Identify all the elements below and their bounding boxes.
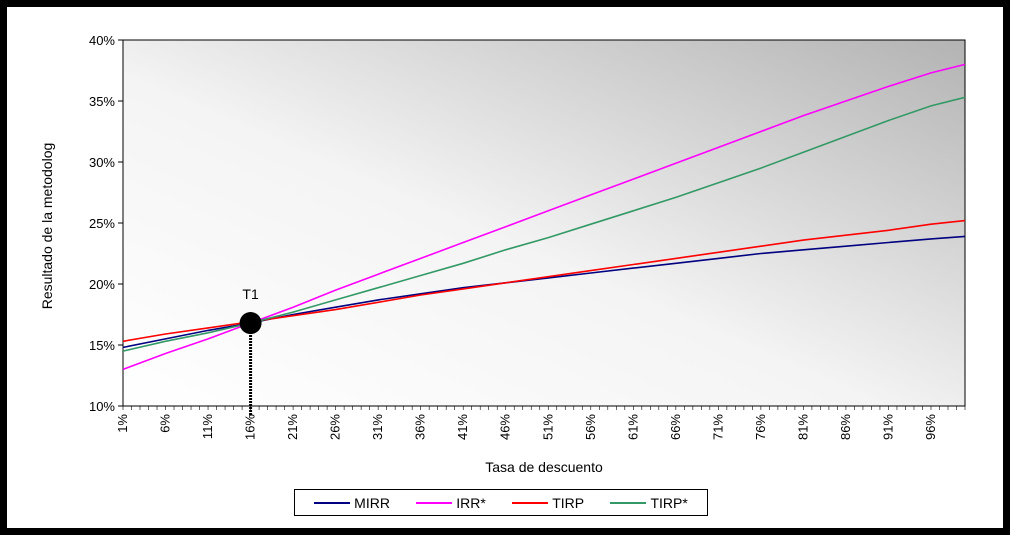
- x-tick-label: 26%: [328, 414, 343, 440]
- legend-label: MIRR: [354, 494, 390, 511]
- legend: MIRR IRR* TIRP TIRP*: [294, 489, 708, 516]
- legend-swatch: [610, 501, 647, 504]
- legend-swatch: [416, 501, 453, 504]
- series-line-tirp: [122, 96, 966, 352]
- annotation-layer: T1: [239, 286, 262, 416]
- y-tick-label: 15%: [89, 338, 115, 353]
- legend-item: MIRR: [314, 495, 390, 511]
- x-tick-label: 86%: [838, 414, 853, 440]
- x-tick-label: 6%: [158, 414, 173, 433]
- x-tick-label: 56%: [583, 414, 598, 440]
- legend-swatch: [512, 501, 549, 504]
- x-tick-label: 91%: [880, 414, 895, 440]
- legend-label: TIRP*: [650, 494, 688, 511]
- x-tick-label: 1%: [115, 414, 130, 433]
- x-tick-label: 66%: [668, 414, 683, 440]
- x-tick-label: 16%: [243, 414, 258, 440]
- x-tick-label: 51%: [540, 414, 555, 440]
- x-tick-label: 61%: [625, 414, 640, 440]
- y-axis: 10% 15% 20% 25% 30% 35% 40%: [89, 33, 123, 414]
- annotation-label: T1: [242, 286, 259, 302]
- x-tick-label: 21%: [285, 414, 300, 440]
- x-tick-label: 31%: [370, 414, 385, 440]
- x-tick-label: 81%: [795, 414, 810, 440]
- legend-item: TIRP: [512, 495, 584, 511]
- x-tick-label: 96%: [923, 414, 938, 440]
- legend-item: IRR*: [416, 495, 486, 511]
- y-tick-label: 20%: [89, 277, 115, 292]
- y-tick-label: 35%: [89, 94, 115, 109]
- series-line-irr: [122, 63, 966, 371]
- x-tick-label: 41%: [455, 414, 470, 440]
- plot-area: [122, 39, 966, 407]
- x-tick-label: 76%: [753, 414, 768, 440]
- y-tick-label: 25%: [89, 216, 115, 231]
- y-tick-label: 10%: [89, 399, 115, 414]
- legend-item: TIRP*: [610, 494, 688, 511]
- legend-label: TIRP: [552, 494, 585, 511]
- x-axis-title: Tasa de descuento: [485, 459, 603, 475]
- x-tick-label: 46%: [498, 414, 513, 440]
- x-tick-label: 71%: [710, 414, 725, 440]
- y-tick-label: 30%: [89, 155, 115, 170]
- x-tick-label: 36%: [413, 414, 428, 440]
- y-tick-label: 40%: [89, 33, 115, 48]
- legend-label: IRR*: [456, 494, 486, 511]
- x-axis: 1% 6% 11% 16% 21% 26% 31% 36% 41% 46% 51% 56% 61% 66%…: [115, 406, 966, 440]
- legend-swatch: [314, 501, 351, 504]
- x-tick-label: 11%: [200, 414, 215, 439]
- annotation-marker: [239, 312, 262, 335]
- y-axis-title: Resultado de la metodolog: [39, 143, 55, 310]
- series-layer: [122, 63, 966, 371]
